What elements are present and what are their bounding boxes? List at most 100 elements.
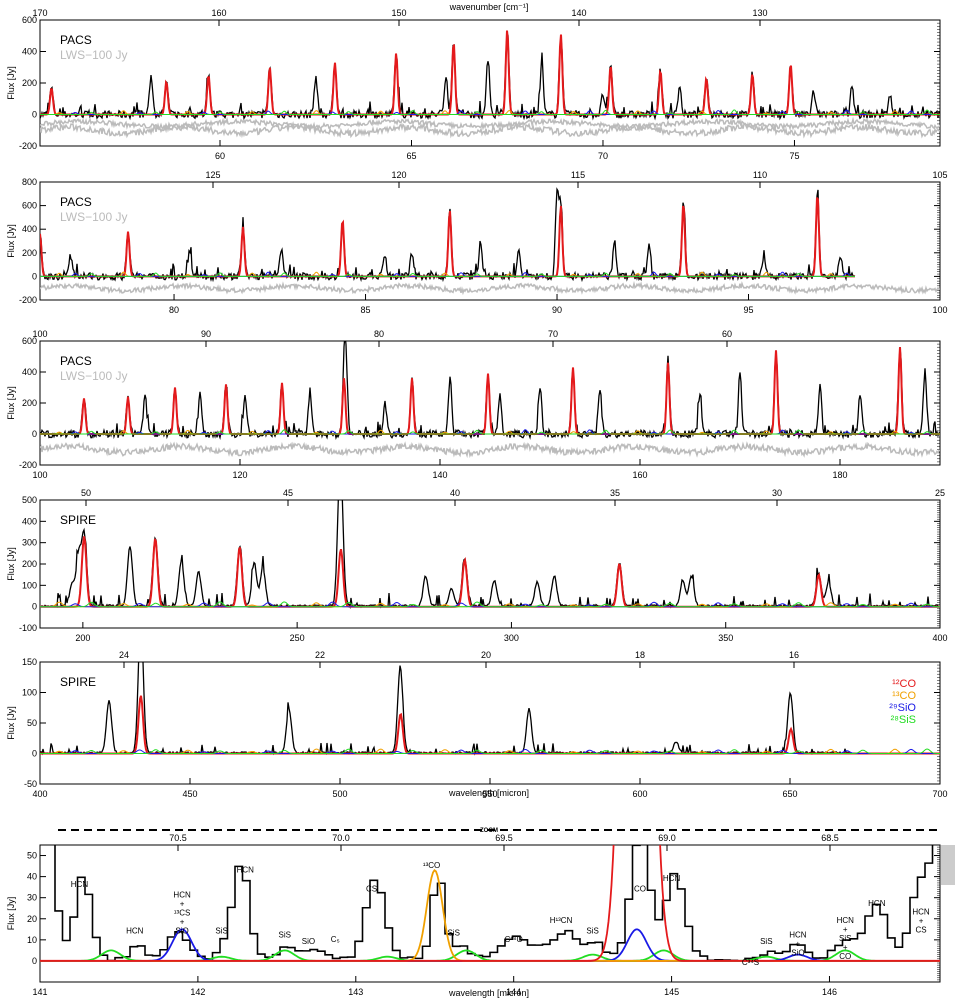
line-id-label: + — [796, 940, 801, 949]
lws-spectrum — [40, 116, 940, 132]
x-tick-label: 90 — [552, 305, 562, 315]
line-id-label: CS — [915, 926, 926, 935]
x-tick-label: 120 — [232, 470, 247, 480]
top-tick-label: 130 — [752, 8, 767, 18]
top-tick-label: 18 — [635, 650, 645, 660]
line-id-label: C₅ — [331, 935, 340, 944]
top-tick-label: 160 — [211, 8, 226, 18]
y-tick-label: 0 — [32, 429, 37, 439]
model-12co — [40, 30, 940, 116]
x-tick-label: 70 — [598, 151, 608, 161]
line-id-label: ¹³CS — [174, 909, 190, 918]
model-12co — [40, 845, 940, 962]
top-tick-label: 30 — [772, 488, 782, 498]
panel-label: PACS — [60, 195, 92, 209]
top-tick-label: 150 — [391, 8, 406, 18]
y-tick-label: 400 — [22, 224, 37, 234]
panel-label: PACS — [60, 33, 92, 47]
panel-frame — [39, 661, 941, 785]
x-tick-label: 143 — [348, 987, 363, 997]
y-tick-label: 400 — [22, 367, 37, 377]
top-tick-label: 90 — [201, 329, 211, 339]
model-12co — [40, 197, 855, 278]
y-axis-label: Flux [Jy] — [6, 386, 16, 420]
line-id-label: HCN — [868, 899, 886, 908]
plot-area — [40, 500, 940, 610]
plot-area — [40, 845, 940, 962]
top-tick-label: 125 — [205, 170, 220, 180]
panel-sublabel: LWS−100 Jy — [60, 48, 127, 62]
top-tick-label: 120 — [391, 170, 406, 180]
y-axis-label: Flux [Jy] — [6, 897, 16, 931]
observed-spectrum — [54, 845, 934, 962]
line-id-label: + — [843, 943, 848, 952]
line-id-label: SiS — [839, 934, 851, 943]
y-tick-label: 600 — [22, 201, 37, 211]
y-tick-label: -200 — [19, 141, 37, 151]
y-tick-label: 100 — [22, 688, 37, 698]
line-id-label: HCN — [663, 874, 681, 883]
top-tick-label: 16 — [789, 650, 799, 660]
top-tick-label: 35 — [610, 488, 620, 498]
line-id-label: HCN — [71, 880, 89, 889]
y-tick-label: 200 — [22, 78, 37, 88]
model-28sis — [40, 601, 940, 608]
plot-area — [40, 662, 940, 756]
model-12co — [40, 347, 940, 435]
y-tick-label: 0 — [32, 602, 37, 612]
line-id-label: CS — [366, 884, 377, 893]
observed-spectrum — [40, 662, 851, 756]
y-tick-label: 300 — [22, 538, 37, 548]
panel-label: SPIRE — [60, 513, 96, 527]
line-id-label: SiO — [791, 949, 804, 958]
top-tick-label: 22 — [315, 650, 325, 660]
observed-spectrum — [40, 30, 940, 121]
panel-1: -200 0 200 400 600 60 65 70 75 170 160 150 140 130 Flu… — [6, 8, 941, 161]
y-axis-label: Flux [Jy] — [6, 547, 16, 581]
x-tick-label: 600 — [632, 789, 647, 799]
top-tick-label: 70.0 — [332, 833, 350, 843]
top-tick-label: 50 — [81, 488, 91, 498]
line-id-label: SiS — [760, 937, 772, 946]
x-tick-label: 142 — [190, 987, 205, 997]
panel-frame — [39, 181, 941, 301]
x-tick-label: 200 — [75, 633, 90, 643]
y-tick-label: 40 — [27, 872, 37, 882]
y-tick-label: 20 — [27, 914, 37, 924]
model-12co — [40, 695, 940, 755]
line-id-label: + — [919, 917, 924, 926]
line-id-label: SiS — [586, 927, 598, 936]
x-tick-label: 95 — [744, 305, 754, 315]
line-id-label: CO — [634, 884, 646, 893]
y-tick-label: 200 — [22, 248, 37, 258]
x-tick-label: 75 — [789, 151, 799, 161]
top-tick-label: 80 — [374, 329, 384, 339]
y-tick-label: -50 — [24, 779, 37, 789]
x-tick-label: 400 — [932, 633, 947, 643]
model-12co — [40, 536, 940, 608]
panel-frame — [39, 499, 941, 629]
y-tick-label: 0 — [32, 749, 37, 759]
x-tick-label: 250 — [290, 633, 305, 643]
top-tick-label: 68.5 — [821, 833, 839, 843]
model-28sis — [40, 748, 940, 754]
y-tick-label: 200 — [22, 398, 37, 408]
line-id-label: HCN — [912, 908, 930, 917]
top-tick-label: 45 — [283, 488, 293, 498]
y-tick-label: 100 — [22, 580, 37, 590]
bottom-axis-title: wavelength [micron] — [448, 788, 529, 798]
edge-hatch — [941, 845, 955, 885]
x-tick-label: 450 — [182, 789, 197, 799]
x-tick-label: 80 — [169, 305, 179, 315]
top-tick-label: 70 — [548, 329, 558, 339]
model-28sis — [40, 272, 855, 277]
y-tick-label: 200 — [22, 559, 37, 569]
observed-spectrum — [40, 500, 940, 610]
x-tick-label: 140 — [432, 470, 447, 480]
line-id-label: + — [180, 900, 185, 909]
line-id-label: H¹³CN — [550, 916, 573, 925]
panel-sublabel: LWS−100 Jy — [60, 369, 127, 383]
line-id-label: C¹⁸O — [505, 935, 523, 944]
